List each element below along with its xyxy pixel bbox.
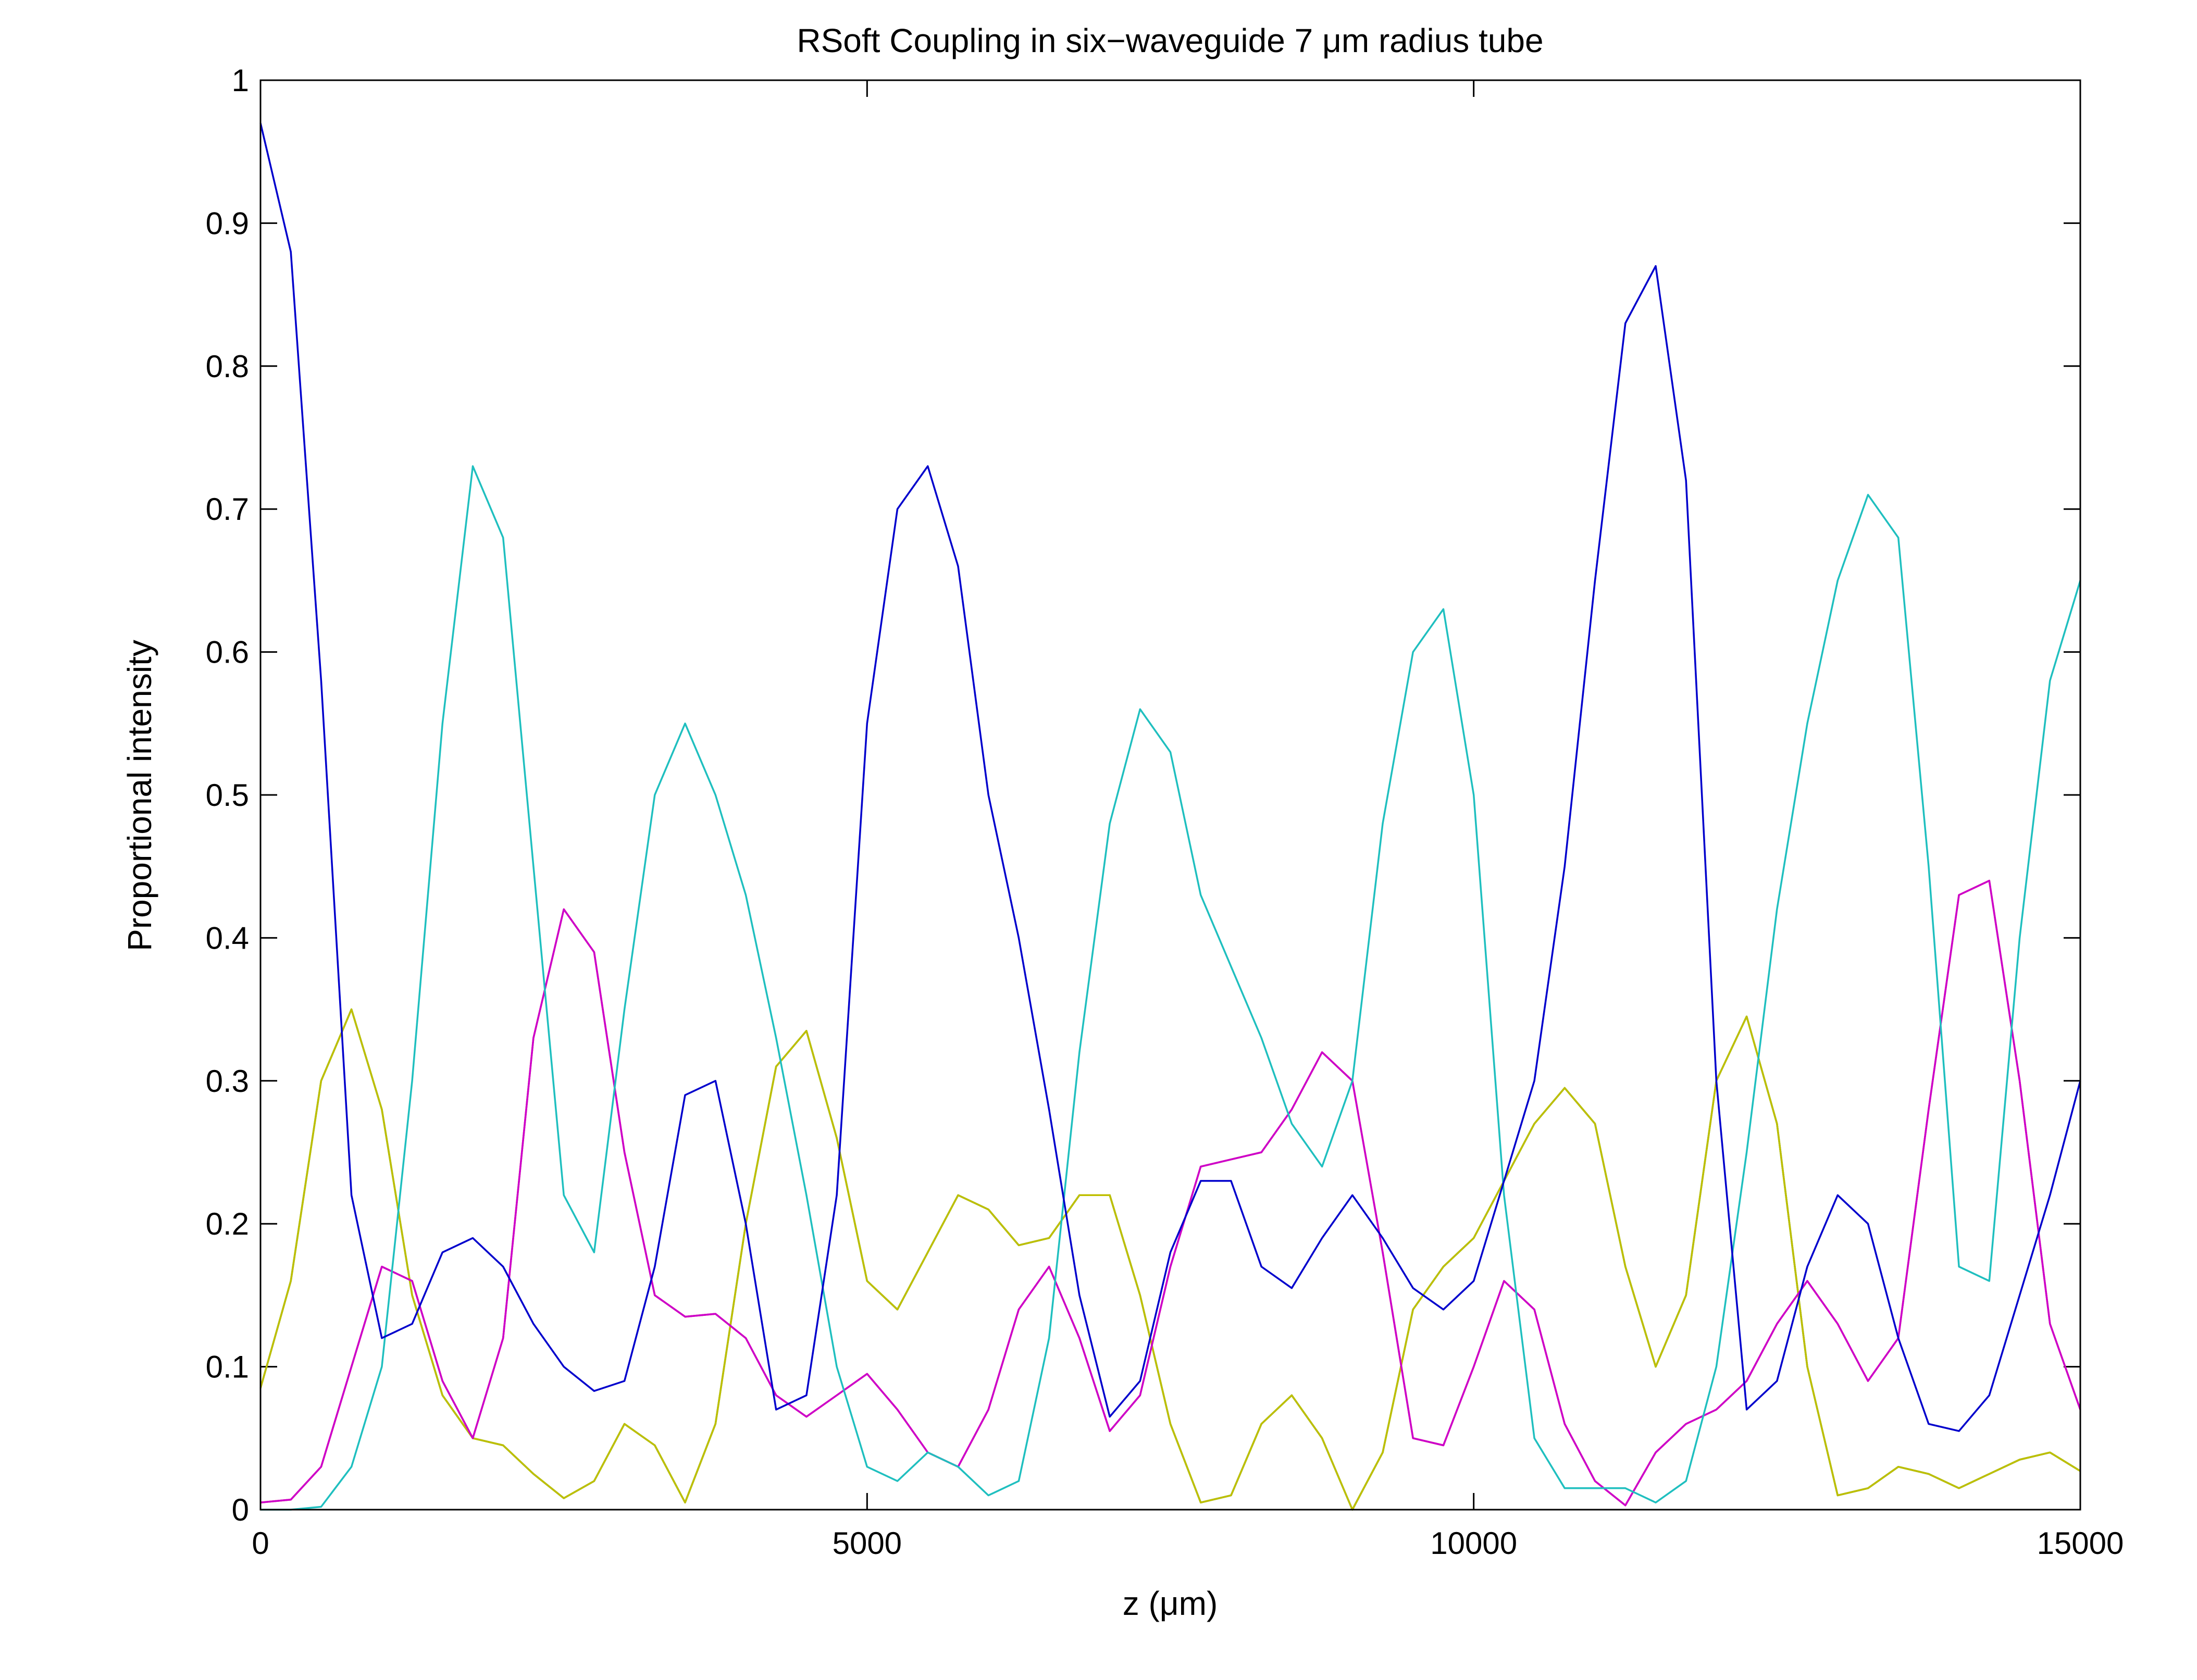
y-tick-label: 0.8 xyxy=(206,349,249,384)
y-axis-label: Proportional intensity xyxy=(121,640,158,951)
y-tick-label: 0.4 xyxy=(206,920,249,955)
y-tick-label: 0.6 xyxy=(206,635,249,670)
series-line xyxy=(260,879,2081,1507)
y-tick-label: 0.7 xyxy=(206,492,249,527)
x-axis-label: z (μm) xyxy=(1123,1585,1218,1622)
y-tick-label: 0.9 xyxy=(206,206,249,241)
x-tick-label: 0 xyxy=(252,1526,269,1561)
y-tick-label: 0.3 xyxy=(206,1064,249,1099)
y-tick-label: 1 xyxy=(232,63,249,98)
y-tick-label: 0.2 xyxy=(206,1206,249,1241)
plot-frame xyxy=(259,79,2081,1511)
series-line xyxy=(259,122,2081,1432)
x-tick-label: 5000 xyxy=(833,1526,902,1561)
y-tick-label: 0 xyxy=(232,1492,249,1527)
series-line xyxy=(260,465,2081,1511)
series-line xyxy=(259,1008,2081,1511)
y-tick-label: 0.5 xyxy=(206,778,249,813)
x-tick-label: 10000 xyxy=(1430,1526,1517,1561)
y-tick-label: 0.1 xyxy=(206,1350,249,1385)
x-tick-label: 15000 xyxy=(2037,1526,2124,1561)
chart-title: RSoft Coupling in six−waveguide 7 μm rad… xyxy=(797,22,1543,59)
